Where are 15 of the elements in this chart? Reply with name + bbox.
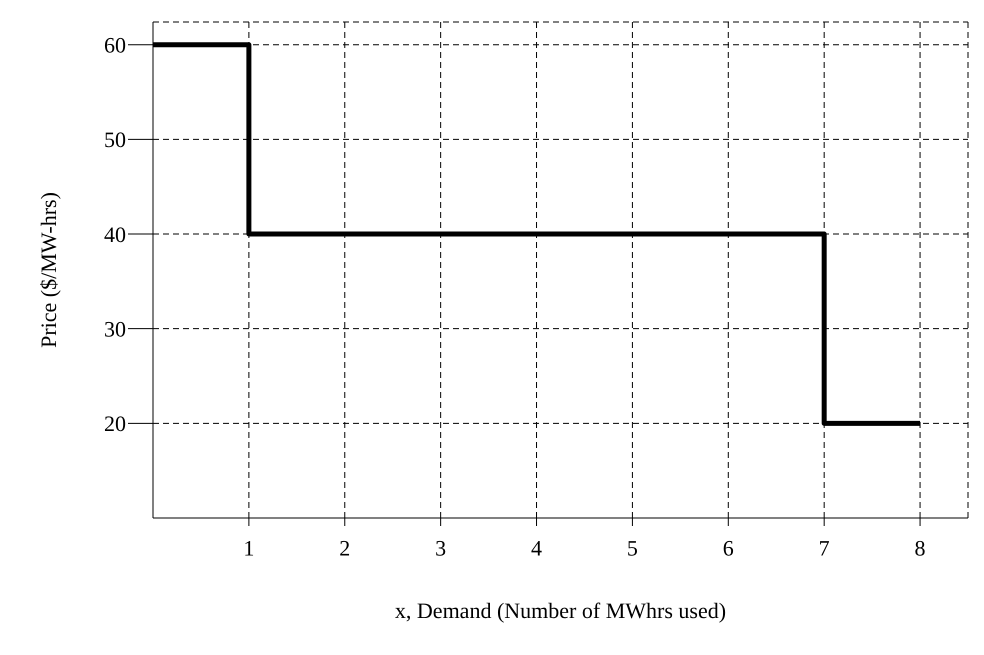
y-tick-label: 50 [104,127,126,152]
y-tick-label: 40 [104,222,126,247]
y-tick-label: 30 [104,316,126,342]
x-tick-label: 2 [339,536,350,561]
x-axis-title: x, Demand (Number of MWhrs used) [394,598,726,623]
x-tick-label: 3 [435,536,446,561]
x-tick-label: 5 [626,536,638,561]
x-tick-label: 1 [243,536,254,561]
x-tick-label: 4 [531,536,542,561]
x-tick-label: 8 [914,536,926,561]
y-tick-label: 20 [104,411,126,436]
x-tick-label: 7 [818,536,830,561]
y-tick-label: 60 [104,32,126,58]
y-axis-title: Price ($/MW-hrs) [36,192,61,348]
x-tick-label: 6 [722,536,734,561]
